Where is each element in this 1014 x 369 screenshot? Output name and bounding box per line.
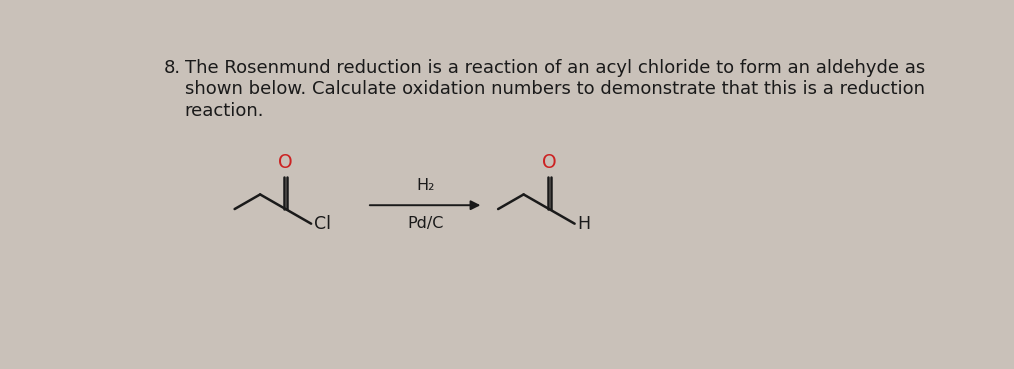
Text: Cl: Cl [314,215,332,233]
Text: shown below. Calculate oxidation numbers to demonstrate that this is a reduction: shown below. Calculate oxidation numbers… [185,80,925,99]
Text: The Rosenmund reduction is a reaction of an acyl chloride to form an aldehyde as: The Rosenmund reduction is a reaction of… [185,59,925,77]
Text: H: H [578,215,591,233]
Text: O: O [278,153,293,172]
Text: O: O [541,153,557,172]
Text: 8.: 8. [164,59,182,77]
Text: reaction.: reaction. [185,102,265,120]
Text: H₂: H₂ [416,178,434,193]
Text: Pd/C: Pd/C [407,216,443,231]
